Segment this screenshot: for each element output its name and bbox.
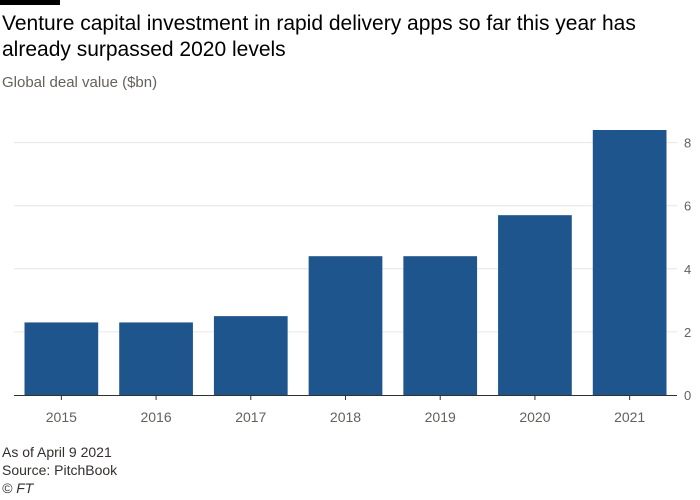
x-tick-label: 2019 bbox=[425, 409, 456, 425]
bar bbox=[592, 130, 667, 395]
bar bbox=[213, 316, 288, 395]
source-note: Source: PitchBook bbox=[2, 462, 118, 478]
credit: © FT bbox=[2, 480, 34, 496]
y-tick-label: 8 bbox=[684, 136, 691, 151]
x-tick-label: 2021 bbox=[614, 409, 645, 425]
y-tick-label: 6 bbox=[684, 199, 691, 214]
y-tick-label: 0 bbox=[684, 388, 691, 403]
footnote: As of April 9 2021 bbox=[2, 444, 112, 460]
y-tick-label: 2 bbox=[684, 325, 691, 340]
x-tick-label: 2016 bbox=[140, 409, 171, 425]
x-tick-label: 2018 bbox=[330, 409, 361, 425]
x-tick-label: 2017 bbox=[235, 409, 266, 425]
bar bbox=[308, 256, 383, 395]
bar bbox=[119, 322, 193, 395]
chart-title: Venture capital investment in rapid deli… bbox=[2, 12, 636, 61]
bar bbox=[498, 215, 572, 395]
y-tick-label: 4 bbox=[684, 262, 691, 277]
bar bbox=[24, 322, 99, 395]
chart-footer: As of April 9 2021 Source: PitchBook © F… bbox=[2, 443, 117, 497]
bar bbox=[403, 256, 478, 395]
x-tick-label: 2020 bbox=[519, 409, 550, 425]
bar-chart: 0 2 4 6 8 2015 2016 2017 2018 2019 2020 2021 bbox=[14, 130, 691, 425]
ft-top-bar bbox=[0, 0, 60, 5]
chart-subtitle: Global deal value ($bn) bbox=[2, 74, 158, 91]
x-tick-label: 2015 bbox=[46, 409, 77, 425]
